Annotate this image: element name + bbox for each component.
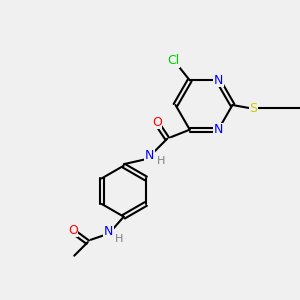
Text: O: O (152, 116, 162, 129)
Text: N: N (214, 74, 223, 87)
Text: O: O (68, 224, 78, 237)
Text: N: N (145, 149, 154, 162)
Text: H: H (115, 234, 123, 244)
Text: H: H (157, 156, 165, 166)
Text: N: N (104, 225, 113, 238)
Text: Cl: Cl (167, 54, 179, 67)
Text: N: N (214, 123, 223, 136)
Text: S: S (250, 101, 257, 115)
